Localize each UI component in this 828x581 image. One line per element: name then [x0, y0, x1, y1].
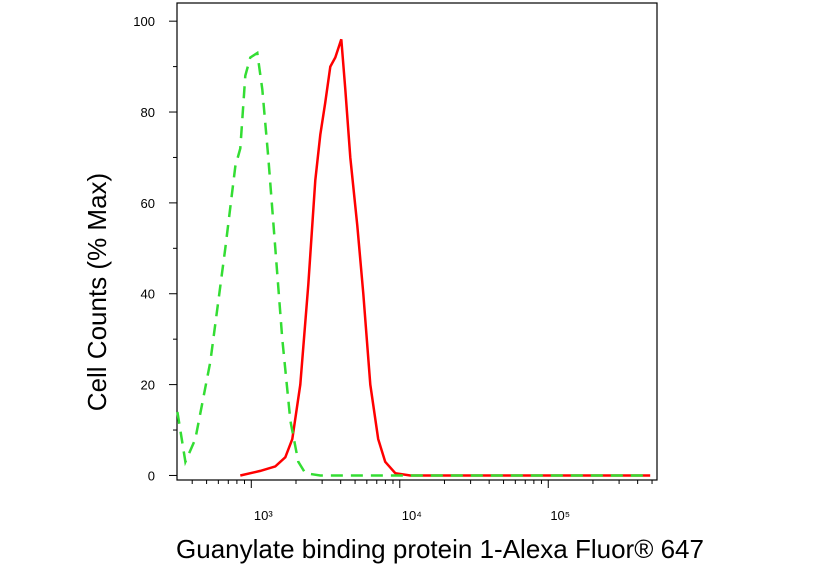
x-tick-label: 10³ [254, 508, 273, 523]
series-line [240, 38, 651, 477]
y-tick-label: 0 [148, 468, 155, 483]
y-axis-label: Cell Counts (% Max) [82, 173, 112, 411]
y-tick-label: 40 [141, 287, 155, 302]
x-tick-label: 10⁴ [402, 508, 422, 523]
y-tick-label: 20 [141, 378, 155, 393]
y-tick-label: 60 [141, 196, 155, 211]
series-line [176, 50, 651, 477]
plot-frame [176, 2, 658, 481]
y-tick-label: 100 [133, 14, 155, 29]
x-axis-label: Guanylate binding protein 1-Alexa Fluor®… [176, 534, 704, 564]
x-tick-label: 10⁵ [550, 508, 570, 523]
y-tick-label: 80 [141, 105, 155, 120]
